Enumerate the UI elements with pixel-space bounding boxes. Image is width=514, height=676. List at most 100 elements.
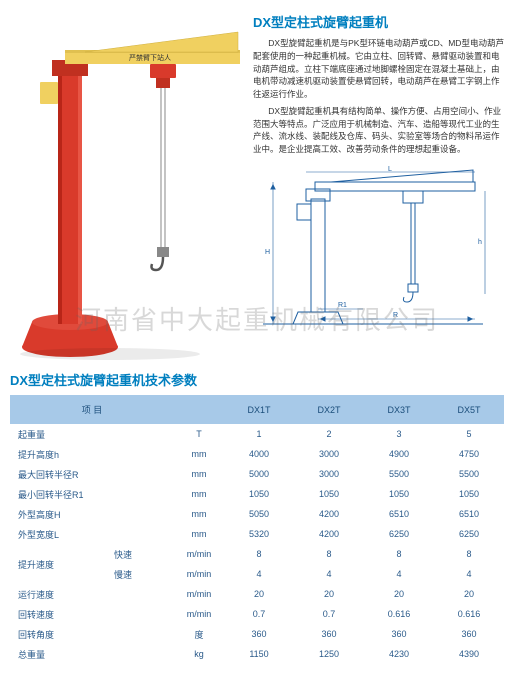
row-value: 1050 bbox=[224, 484, 294, 504]
row-value: 4000 bbox=[224, 444, 294, 464]
row-value: 360 bbox=[364, 624, 434, 644]
table-row: 外型宽度Lmm5320420062506250 bbox=[10, 524, 504, 544]
row-label: 提升速度 bbox=[10, 544, 110, 584]
header-dx2t: DX2T bbox=[294, 395, 364, 424]
row-value: 0.616 bbox=[364, 604, 434, 624]
row-value: 8 bbox=[294, 544, 364, 564]
schematic-diagram: R R1 H h L bbox=[253, 160, 504, 339]
row-value: 1050 bbox=[294, 484, 364, 504]
row-value: 6510 bbox=[434, 504, 504, 524]
row-value: 4900 bbox=[364, 444, 434, 464]
table-row: 运行速度m/min20202020 bbox=[10, 584, 504, 604]
row-unit: mm bbox=[174, 444, 224, 464]
row-value: 20 bbox=[434, 584, 504, 604]
table-row: 回转速度m/min0.70.70.6160.616 bbox=[10, 604, 504, 624]
row-label: 起重量 bbox=[10, 424, 174, 444]
row-value: 5320 bbox=[224, 524, 294, 544]
row-label: 回转速度 bbox=[10, 604, 174, 624]
header-dx1t: DX1T bbox=[224, 395, 294, 424]
product-title: DX型定柱式旋臂起重机 bbox=[253, 12, 504, 31]
row-value: 360 bbox=[434, 624, 504, 644]
row-label: 提升高度h bbox=[10, 444, 174, 464]
row-value: 6250 bbox=[364, 524, 434, 544]
table-row: 起重量T1235 bbox=[10, 424, 504, 444]
svg-text:L: L bbox=[388, 166, 392, 173]
row-value: 5500 bbox=[364, 464, 434, 484]
row-unit: m/min bbox=[174, 584, 224, 604]
row-unit: kg bbox=[174, 644, 224, 664]
svg-text:h: h bbox=[478, 239, 482, 246]
row-label: 总重量 bbox=[10, 644, 174, 664]
row-label: 外型高度H bbox=[10, 504, 174, 524]
row-value: 360 bbox=[224, 624, 294, 644]
params-title: DX型定柱式旋臂起重机技术参数 bbox=[10, 370, 504, 389]
header-unit bbox=[174, 395, 224, 424]
row-value: 5050 bbox=[224, 504, 294, 524]
row-value: 1050 bbox=[364, 484, 434, 504]
row-unit: T bbox=[174, 424, 224, 444]
row-value: 0.7 bbox=[224, 604, 294, 624]
row-value: 1150 bbox=[224, 644, 294, 664]
row-label: 最大回转半径R bbox=[10, 464, 174, 484]
description-2: DX型旋臂起重机具有结构简单、操作方便、占用空间小、作业范围大等特点。广泛应用于… bbox=[253, 105, 504, 156]
row-value: 2 bbox=[294, 424, 364, 444]
row-value: 4750 bbox=[434, 444, 504, 464]
row-unit: m/min bbox=[174, 604, 224, 624]
row-label: 回转角度 bbox=[10, 624, 174, 644]
row-value: 4 bbox=[434, 564, 504, 584]
svg-text:H: H bbox=[265, 249, 270, 256]
row-value: 4 bbox=[224, 564, 294, 584]
row-value: 4200 bbox=[294, 524, 364, 544]
row-value: 20 bbox=[294, 584, 364, 604]
table-row: 总重量kg1150125042304390 bbox=[10, 644, 504, 664]
table-row: 回转角度度360360360360 bbox=[10, 624, 504, 644]
row-value: 6510 bbox=[364, 504, 434, 524]
table-header-row: 项 目 DX1T DX2T DX3T DX5T bbox=[10, 395, 504, 424]
header-dx3t: DX3T bbox=[364, 395, 434, 424]
description-1: DX型旋臂起重机是与PK型环链电动葫芦或CD、MD型电动葫芦配套使用的一种起重机… bbox=[253, 37, 504, 101]
row-value: 0.7 bbox=[294, 604, 364, 624]
row-value: 4390 bbox=[434, 644, 504, 664]
table-row: 最小回转半径R1mm1050105010501050 bbox=[10, 484, 504, 504]
row-sublabel: 慢速 bbox=[110, 564, 174, 584]
row-value: 1050 bbox=[434, 484, 504, 504]
table-row: 提升高度hmm4000300049004750 bbox=[10, 444, 504, 464]
row-unit: mm bbox=[174, 504, 224, 524]
row-value: 5500 bbox=[434, 464, 504, 484]
row-value: 1 bbox=[224, 424, 294, 444]
row-unit: m/min bbox=[174, 544, 224, 564]
row-value: 8 bbox=[224, 544, 294, 564]
row-value: 3000 bbox=[294, 444, 364, 464]
svg-text:R: R bbox=[393, 312, 398, 319]
header-dx5t: DX5T bbox=[434, 395, 504, 424]
row-unit: mm bbox=[174, 464, 224, 484]
row-value: 3000 bbox=[294, 464, 364, 484]
row-value: 8 bbox=[434, 544, 504, 564]
row-value: 5 bbox=[434, 424, 504, 444]
row-value: 4 bbox=[364, 564, 434, 584]
row-value: 5000 bbox=[224, 464, 294, 484]
row-label: 外型宽度L bbox=[10, 524, 174, 544]
header-item: 项 目 bbox=[10, 395, 174, 424]
crane-illustration: 严禁臂下站人 bbox=[10, 12, 245, 362]
row-label: 运行速度 bbox=[10, 584, 174, 604]
row-value: 4 bbox=[294, 564, 364, 584]
row-value: 4230 bbox=[364, 644, 434, 664]
row-unit: mm bbox=[174, 484, 224, 504]
row-unit: mm bbox=[174, 524, 224, 544]
row-value: 8 bbox=[364, 544, 434, 564]
row-value: 1250 bbox=[294, 644, 364, 664]
row-label: 最小回转半径R1 bbox=[10, 484, 174, 504]
warning-label: 严禁臂下站人 bbox=[129, 53, 171, 62]
table-row: 外型高度Hmm5050420065106510 bbox=[10, 504, 504, 524]
row-unit: m/min bbox=[174, 564, 224, 584]
row-value: 6250 bbox=[434, 524, 504, 544]
row-value: 0.616 bbox=[434, 604, 504, 624]
table-row: 提升速度快速m/min8888 bbox=[10, 544, 504, 564]
row-sublabel: 快速 bbox=[110, 544, 174, 564]
table-row: 最大回转半径Rmm5000300055005500 bbox=[10, 464, 504, 484]
row-value: 20 bbox=[364, 584, 434, 604]
row-value: 3 bbox=[364, 424, 434, 444]
params-table: 项 目 DX1T DX2T DX3T DX5T 起重量T1235提升高度hmm4… bbox=[10, 395, 504, 664]
row-value: 4200 bbox=[294, 504, 364, 524]
